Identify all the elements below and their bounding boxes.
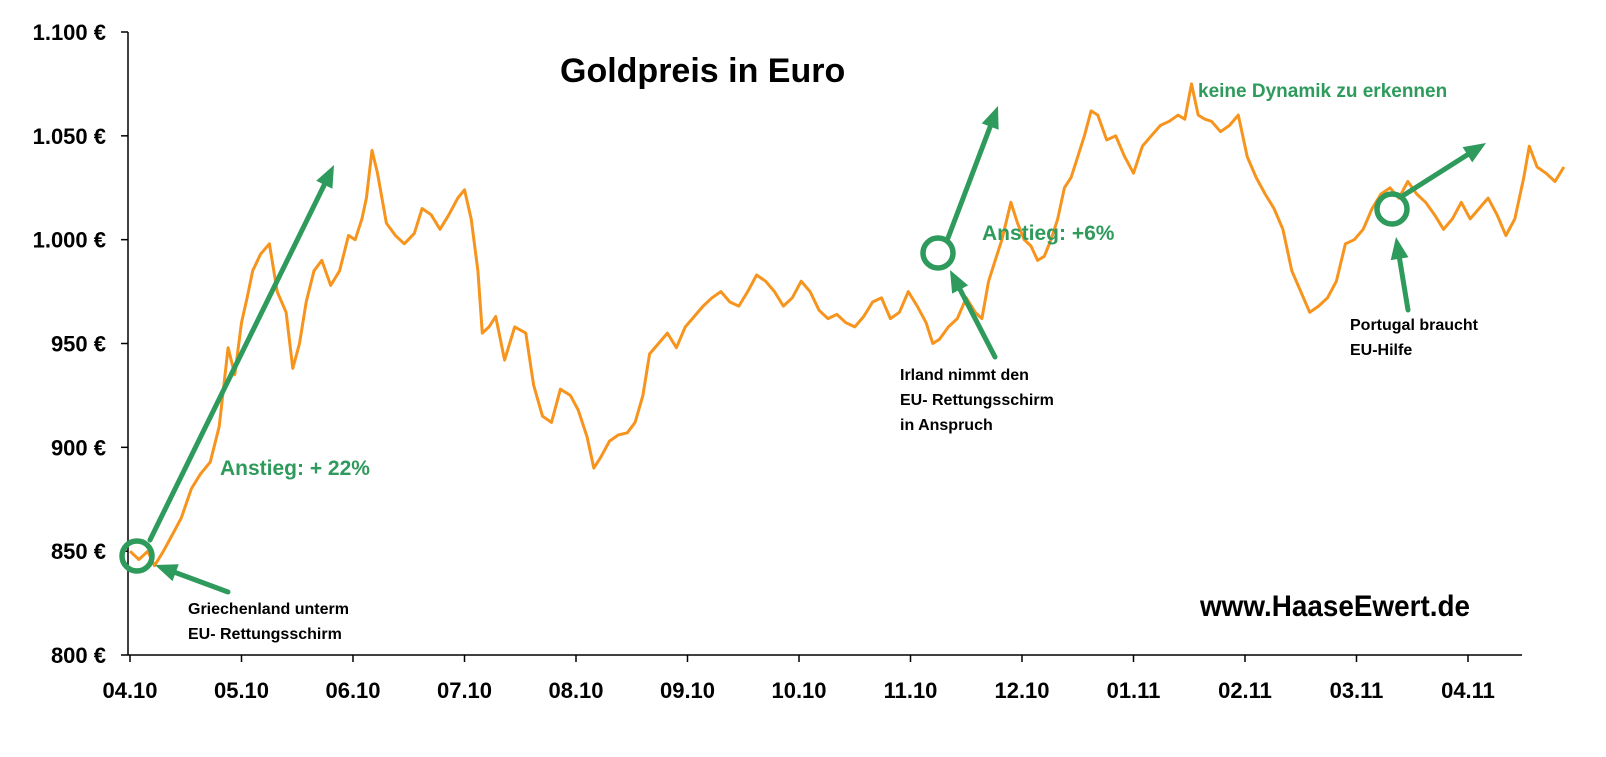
note-irland-1: Irland nimmt den [900, 367, 1029, 384]
annotation-anstieg-6: Anstieg: +6% [982, 222, 1115, 245]
rise-6-arrow-head [981, 106, 999, 130]
x-tick-label: 05.10 [214, 678, 269, 703]
no-dynamics-arrow [1401, 143, 1486, 198]
y-tick-label: 1.050 € [33, 124, 106, 149]
greece-pointer-arrow-shaft [173, 570, 231, 595]
x-tick-label: 10.10 [771, 678, 826, 703]
x-tick-label: 04.11 [1441, 678, 1495, 703]
chart-title: Goldpreis in Euro [560, 52, 845, 90]
y-axis: 800 € 850 € 900 € 950 € 1.000 € 1.050 € 1.100 … [33, 20, 129, 668]
x-tick-label: 02.11 [1218, 678, 1272, 703]
watermark: www.HaaseEwert.de [1199, 590, 1470, 623]
rise-22-arrow-head [316, 165, 334, 189]
x-tick-label: 12.10 [994, 678, 1049, 703]
portugal-marker-circle [1374, 191, 1410, 227]
portugal-pointer-arrow-head [1390, 237, 1409, 261]
x-tick-label: 04.10 [102, 678, 157, 703]
y-tick-label: 1.000 € [33, 228, 106, 253]
no-dynamics-arrow-head [1462, 143, 1486, 163]
annotation-keine-dynamik: keine Dynamik zu erkennen [1198, 81, 1447, 102]
rise-22-arrow [147, 165, 334, 543]
greece-pointer-arrow-head [155, 564, 179, 582]
x-tick-label: 06.10 [325, 678, 380, 703]
portugal-pointer-arrow [1390, 237, 1411, 313]
y-tick-label: 900 € [51, 435, 106, 460]
y-tick-label: 1.100 € [33, 20, 106, 45]
x-tick-label: 11.10 [884, 678, 938, 703]
price-line-layer [128, 82, 1566, 568]
rise-6-arrow-shaft [945, 124, 993, 241]
x-tick-label: 07.10 [437, 678, 492, 703]
ireland-pointer-arrow-shaft [957, 287, 998, 360]
y-tick-label: 850 € [51, 539, 106, 564]
greece-pointer-arrow [155, 564, 231, 595]
note-irland-2: EU- Rettungsschirm [900, 392, 1054, 409]
ireland-marker-circle [920, 235, 956, 271]
note-griechenland-2: EU- Rettungsschirm [188, 626, 342, 643]
annotation-anstieg-22: Anstieg: + 22% [220, 457, 370, 480]
price-series-line [128, 82, 1566, 568]
rise-22-arrow-shaft [147, 182, 327, 543]
note-irland-3: in Anspruch [900, 417, 993, 434]
x-tick-label: 03.11 [1330, 678, 1384, 703]
x-axis: 04.10 05.10 06.10 07.10 08.10 09.10 10.10 11.10… [102, 654, 1522, 703]
x-tick-label: 01.11 [1107, 678, 1161, 703]
rise-6-arrow [945, 106, 999, 241]
y-tick-label: 950 € [51, 332, 106, 357]
x-tick-label: 08.10 [548, 678, 603, 703]
note-portugal-2: EU-Hilfe [1350, 342, 1412, 359]
ireland-pointer-arrow [950, 270, 998, 360]
x-tick-label: 09.10 [660, 678, 715, 703]
greece-marker-circle [119, 538, 155, 574]
annotation-layer [119, 106, 1486, 595]
no-dynamics-arrow-shaft [1401, 152, 1470, 198]
ireland-pointer-arrow-head [950, 270, 969, 294]
note-griechenland-1: Griechenland unterm [188, 601, 349, 618]
y-tick-label: 800 € [51, 643, 106, 668]
note-portugal-1: Portugal braucht [1350, 317, 1479, 334]
portugal-pointer-arrow-shaft [1397, 256, 1411, 313]
